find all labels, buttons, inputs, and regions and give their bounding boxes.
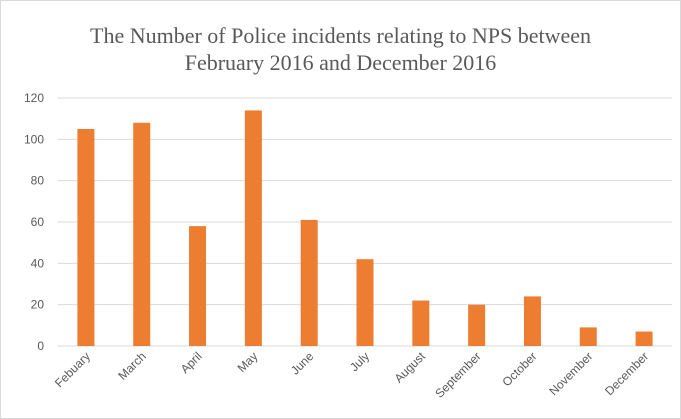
x-tick-label: May: [235, 349, 261, 375]
bar-june: [300, 219, 318, 346]
x-tick-label: July: [347, 349, 372, 374]
y-tick-label: 60: [31, 215, 45, 229]
x-tick-label: June: [288, 349, 317, 378]
x-tick-label: December: [602, 349, 651, 398]
x-axis-tick-labels: Febuary March April May June July August Septem…: [52, 349, 651, 401]
y-tick-label: 40: [31, 256, 45, 270]
bar-march: [133, 122, 151, 346]
chart-title: The Number of Police incidents relating …: [0, 22, 681, 76]
chart-title-line-1: The Number of Police incidents relating …: [90, 23, 591, 48]
bar-july: [356, 259, 374, 346]
x-tick-label: October: [499, 349, 539, 389]
x-tick-label: Febuary: [52, 349, 93, 390]
x-tick-label: September: [432, 349, 483, 400]
bar-april: [189, 226, 207, 346]
x-tick-label: April: [178, 349, 205, 376]
bar-october: [523, 296, 541, 346]
bar-december: [635, 331, 653, 346]
bar-november: [579, 327, 597, 346]
bar-febuary: [77, 129, 95, 346]
y-tick-label: 80: [31, 174, 45, 188]
bar-september: [468, 304, 486, 346]
x-tick-label: March: [115, 349, 148, 382]
bar-may: [244, 110, 262, 347]
y-tick-label: 100: [24, 132, 44, 146]
x-tick-label: August: [392, 349, 429, 386]
y-tick-label: 20: [31, 298, 45, 312]
chart-title-line-2: February 2016 and December 2016: [184, 50, 497, 75]
y-tick-label: 0: [37, 339, 44, 353]
bar-august: [412, 300, 430, 346]
y-axis-tick-labels: 0 20 40 60 80 100 120: [24, 91, 44, 353]
x-tick-label: November: [546, 349, 595, 398]
bars: [77, 110, 653, 347]
y-tick-label: 120: [24, 91, 44, 105]
